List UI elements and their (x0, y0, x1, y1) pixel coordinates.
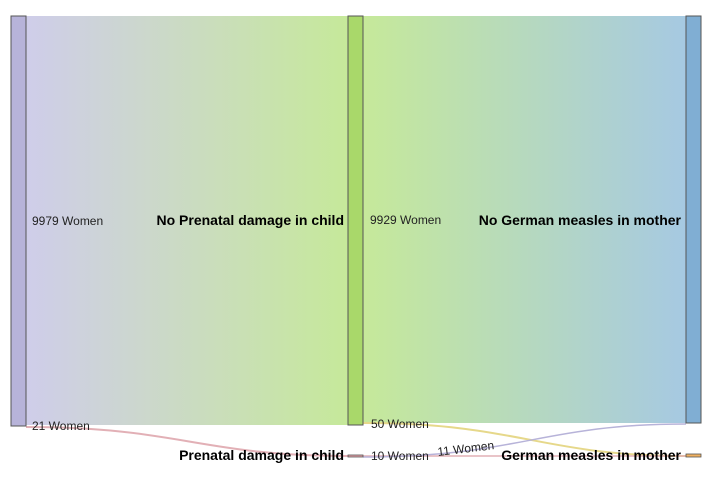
flow-label-9929: 9929 Women (370, 213, 441, 227)
node-prenatal[interactable] (347, 454, 364, 458)
node-no-measles[interactable] (685, 15, 702, 424)
flow-no-prenatal-to-no-measles[interactable] (363, 16, 686, 423)
flow-label-9979: 9979 Women (32, 214, 103, 228)
flow-label-50: 50 Women (371, 417, 429, 431)
label-measles: German measles in mother (501, 447, 681, 463)
label-no-prenatal: No Prenatal damage in child (157, 212, 345, 228)
flow-prenatal-to-no-measles[interactable] (362, 423, 687, 458)
node-women-total[interactable] (10, 15, 27, 427)
node-no-prenatal[interactable] (347, 15, 364, 426)
flow-no-prenatal-to-measles[interactable] (362, 422, 687, 457)
flow-label-10: 10 Women (371, 449, 429, 463)
label-prenatal: Prenatal damage in child (179, 447, 344, 463)
flow-label-11: 11 Women (437, 438, 495, 459)
flow-label-21: 21 Women (32, 419, 90, 433)
flow-women-to-prenatal[interactable] (25, 426, 349, 457)
node-measles[interactable] (685, 453, 702, 458)
label-no-measles: No German measles in mother (479, 212, 682, 228)
flow-women-to-no-prenatal[interactable] (26, 16, 348, 425)
